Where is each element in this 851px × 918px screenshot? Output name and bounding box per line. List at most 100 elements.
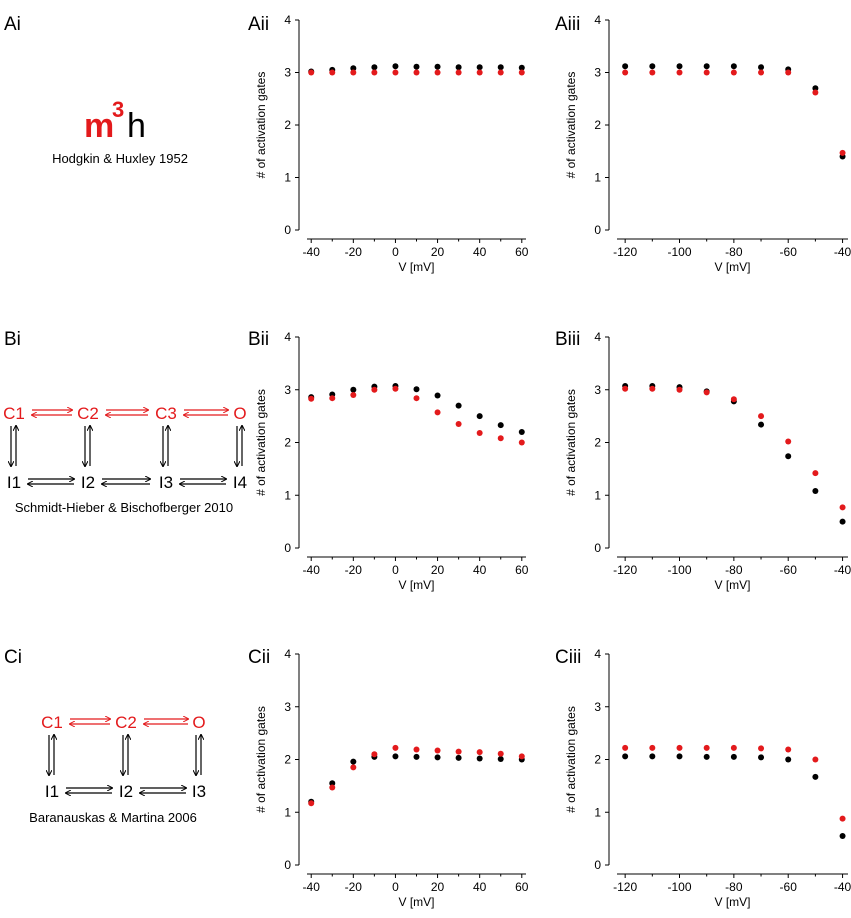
data-point-black: [329, 780, 336, 787]
data-point-black: [350, 65, 357, 72]
state-i1: I1: [7, 473, 21, 492]
x-tick-label: -20: [345, 245, 363, 259]
state-i1: I1: [45, 782, 59, 801]
y-tick-label: 0: [594, 223, 601, 237]
x-tick-label: -40: [834, 880, 851, 894]
x-axis-label: V [mV]: [714, 578, 750, 592]
x-tick-label: 0: [392, 563, 399, 577]
x-tick-label: -60: [780, 563, 798, 577]
data-point-black: [392, 63, 399, 70]
data-point-red: [329, 69, 336, 76]
data-point-red: [758, 69, 765, 76]
data-point-black: [476, 413, 483, 420]
scheme-c-bottom-arrows: [66, 788, 186, 793]
data-point-red: [329, 395, 336, 402]
data-point-red: [392, 744, 399, 751]
state-o: O: [192, 713, 205, 732]
x-tick-label: 40: [473, 245, 487, 259]
y-tick-label: 4: [594, 647, 601, 661]
data-point-red: [413, 746, 420, 753]
x-tick-label: 20: [431, 880, 445, 894]
x-tick-label: -100: [667, 245, 691, 259]
y-tick-label: 2: [594, 436, 601, 450]
data-point-red: [518, 753, 525, 760]
data-point-black: [518, 64, 525, 71]
y-tick-label: 0: [284, 223, 291, 237]
data-point-red: [839, 149, 846, 156]
panel-label-ci: Ci: [4, 647, 22, 668]
x-tick-label: -40: [303, 880, 321, 894]
data-point-red: [455, 421, 462, 428]
data-point-black: [455, 64, 462, 71]
data-point-red: [371, 751, 378, 758]
data-point-red: [730, 69, 737, 76]
y-tick-label: 4: [594, 330, 601, 344]
x-tick-label: -120: [613, 245, 637, 259]
y-tick-label: 4: [284, 647, 291, 661]
data-point-red: [371, 386, 378, 393]
y-tick-label: 1: [594, 171, 601, 185]
x-tick-label: -120: [613, 880, 637, 894]
data-point-red: [308, 395, 315, 402]
y-axis-label: # of activation gates: [564, 706, 578, 813]
data-point-black: [812, 773, 819, 780]
panel-label-aii: Aii: [248, 14, 269, 35]
y-tick-label: 4: [594, 13, 601, 27]
data-point-red: [758, 745, 765, 752]
data-point-red: [518, 439, 525, 446]
y-axis-label: # of activation gates: [254, 706, 268, 813]
state-i3: I3: [192, 782, 206, 801]
state-c1: C1: [41, 713, 63, 732]
state-c2: C2: [115, 713, 137, 732]
data-point-black: [758, 754, 765, 761]
state-i2: I2: [81, 473, 95, 492]
x-tick-label: 40: [473, 880, 487, 894]
data-point-red: [455, 748, 462, 755]
y-tick-label: 3: [594, 66, 601, 80]
y-tick-label: 3: [594, 383, 601, 397]
data-point-red: [455, 69, 462, 76]
scheme-b-citation: Schmidt-Hieber & Bischofberger 2010: [15, 500, 233, 515]
data-point-black: [812, 85, 819, 92]
y-tick-label: 0: [594, 541, 601, 555]
data-point-red: [758, 413, 765, 420]
data-point-black: [497, 422, 504, 429]
x-tick-label: 60: [515, 563, 529, 577]
data-point-black: [785, 453, 792, 460]
x-axis-label: V [mV]: [398, 895, 434, 909]
x-tick-label: -80: [725, 563, 743, 577]
data-point-black: [434, 63, 441, 70]
scheme-c-top-arrows: [70, 719, 188, 724]
data-point-red: [434, 747, 441, 754]
y-axis-label: # of activation gates: [254, 389, 268, 496]
data-point-red: [476, 749, 483, 756]
x-tick-label: -100: [667, 880, 691, 894]
x-tick-label: 20: [431, 245, 445, 259]
panel-label-aiii: Aiii: [555, 14, 580, 35]
state-c3: C3: [155, 404, 177, 423]
data-point-black: [839, 832, 846, 839]
y-tick-label: 0: [594, 858, 601, 872]
y-tick-label: 3: [594, 700, 601, 714]
plot-aiii: 0 1 2 3 4 -120 -100 -80 -60 -40 V [mV] # of activat…: [564, 13, 851, 274]
plot-ciii: 0 1 2 3 4 -120 -100 -80 -60 -40 V [mV] # of activat…: [564, 647, 851, 909]
y-tick-label: 3: [284, 700, 291, 714]
panel-label-biii: Biii: [555, 329, 580, 350]
data-point-black: [758, 64, 765, 71]
y-tick-label: 0: [284, 541, 291, 555]
data-point-red: [350, 764, 357, 771]
data-point-red: [434, 409, 441, 416]
data-point-black: [703, 63, 710, 70]
data-point-red: [497, 750, 504, 757]
y-tick-label: 3: [284, 66, 291, 80]
y-tick-label: 1: [284, 171, 291, 185]
x-tick-label: 20: [431, 563, 445, 577]
y-tick-label: 1: [594, 488, 601, 502]
data-point-red: [392, 69, 399, 76]
x-tick-label: 60: [515, 245, 529, 259]
panel-label-cii: Cii: [248, 647, 270, 668]
scheme-b: C1 C2 C3 O I1 I2 I3 I4: [3, 404, 247, 492]
scheme-c-citation: Baranauskas & Martina 2006: [29, 810, 197, 825]
hh-exp: 3: [112, 97, 124, 122]
data-point-red: [839, 815, 846, 822]
